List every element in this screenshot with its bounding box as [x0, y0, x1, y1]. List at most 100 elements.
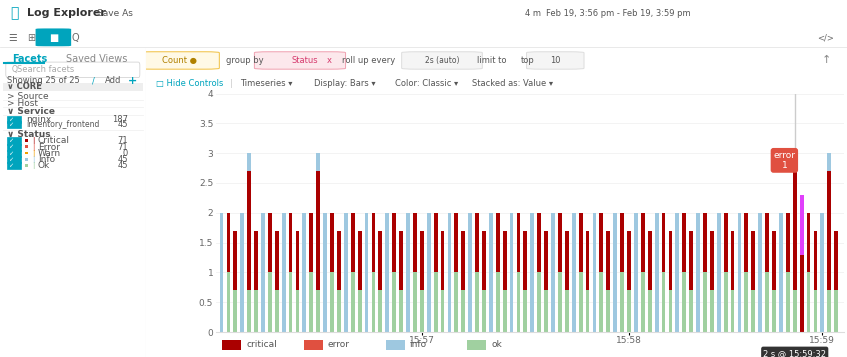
Text: > Host: > Host [8, 99, 38, 108]
Bar [758, 213, 762, 332]
Bar [337, 231, 340, 290]
Text: 10: 10 [550, 56, 561, 65]
Bar [828, 171, 831, 290]
Text: ✓: ✓ [8, 151, 13, 156]
Bar [413, 272, 417, 332]
Bar [510, 213, 513, 332]
Bar [482, 231, 486, 290]
Bar [620, 272, 624, 332]
FancyBboxPatch shape [222, 340, 241, 350]
Text: ok: ok [491, 340, 502, 349]
Text: ⊞: ⊞ [27, 32, 36, 42]
Bar [551, 213, 555, 332]
Bar [579, 213, 583, 272]
Text: □ Hide Controls: □ Hide Controls [156, 79, 224, 87]
Bar [523, 290, 528, 332]
Bar [662, 213, 666, 272]
Bar [351, 272, 355, 332]
Text: Feb 19, 3:56 pm - Feb 19, 3:59 pm: Feb 19, 3:56 pm - Feb 19, 3:59 pm [546, 9, 691, 18]
Bar [344, 213, 348, 332]
Bar [475, 213, 479, 272]
Bar [268, 272, 272, 332]
FancyBboxPatch shape [7, 137, 21, 145]
Text: 71: 71 [118, 142, 128, 151]
Bar [420, 231, 424, 290]
Bar [675, 213, 679, 332]
Bar [683, 272, 686, 332]
FancyBboxPatch shape [7, 121, 21, 129]
Bar [786, 272, 789, 332]
Bar [648, 231, 651, 290]
Text: ✓: ✓ [8, 138, 13, 144]
Bar [517, 213, 520, 272]
Text: 2 s @ 15:59:32: 2 s @ 15:59:32 [763, 349, 826, 357]
Bar [379, 290, 382, 332]
Text: ✓: ✓ [8, 157, 13, 162]
Bar [558, 213, 562, 272]
Bar [289, 213, 292, 272]
Text: Timeseries ▾: Timeseries ▾ [241, 79, 293, 87]
Text: group by: group by [226, 56, 264, 65]
Bar [219, 213, 224, 332]
FancyBboxPatch shape [25, 164, 29, 167]
Text: ↑: ↑ [822, 55, 831, 65]
Bar [662, 272, 666, 332]
Text: ∨ Service: ∨ Service [8, 107, 55, 116]
Bar [261, 213, 265, 332]
Bar [689, 290, 693, 332]
Bar [828, 153, 831, 171]
Bar [517, 272, 520, 332]
Bar [455, 272, 458, 332]
Bar [254, 290, 258, 332]
Text: Warn: Warn [38, 149, 61, 158]
Bar [600, 272, 603, 332]
Text: Color: Classic ▾: Color: Classic ▾ [395, 79, 458, 87]
Text: error
1: error 1 [773, 151, 795, 170]
FancyBboxPatch shape [385, 340, 405, 350]
FancyBboxPatch shape [527, 52, 584, 69]
FancyBboxPatch shape [3, 83, 143, 91]
Bar [779, 213, 783, 332]
Bar [282, 213, 285, 332]
Text: > Source: > Source [8, 91, 49, 101]
Text: ⓓ: ⓓ [10, 6, 19, 20]
FancyBboxPatch shape [25, 145, 29, 148]
Text: 4 m: 4 m [525, 9, 541, 18]
Text: Save As: Save As [97, 9, 133, 18]
Text: limit to: limit to [477, 56, 507, 65]
Bar [703, 213, 707, 272]
Bar [495, 272, 500, 332]
Bar [606, 290, 610, 332]
Text: |: | [32, 144, 35, 151]
Bar [468, 213, 472, 332]
Bar [814, 290, 817, 332]
Bar [434, 213, 438, 272]
Bar [427, 213, 430, 332]
Bar [710, 290, 714, 332]
Bar [731, 290, 734, 332]
Text: Saved Views: Saved Views [65, 54, 127, 64]
Bar [800, 213, 804, 272]
Bar [627, 231, 631, 290]
Text: |: | [230, 79, 233, 87]
Text: ∨ Status: ∨ Status [8, 130, 51, 139]
Bar [655, 213, 658, 332]
Bar [226, 213, 230, 272]
Bar [572, 213, 576, 332]
Bar [793, 153, 797, 171]
Text: error: error [328, 340, 350, 349]
Bar [724, 213, 728, 272]
Bar [821, 213, 824, 332]
Bar [765, 213, 769, 272]
Text: critical: critical [246, 340, 277, 349]
Bar [440, 231, 445, 290]
Text: ■: ■ [49, 32, 58, 42]
Text: 45: 45 [118, 161, 128, 170]
Bar [745, 272, 748, 332]
Bar [724, 272, 728, 332]
Bar [316, 171, 320, 290]
Bar [772, 290, 776, 332]
Text: |: | [32, 156, 35, 163]
Text: 71: 71 [118, 136, 128, 145]
FancyBboxPatch shape [7, 156, 21, 163]
